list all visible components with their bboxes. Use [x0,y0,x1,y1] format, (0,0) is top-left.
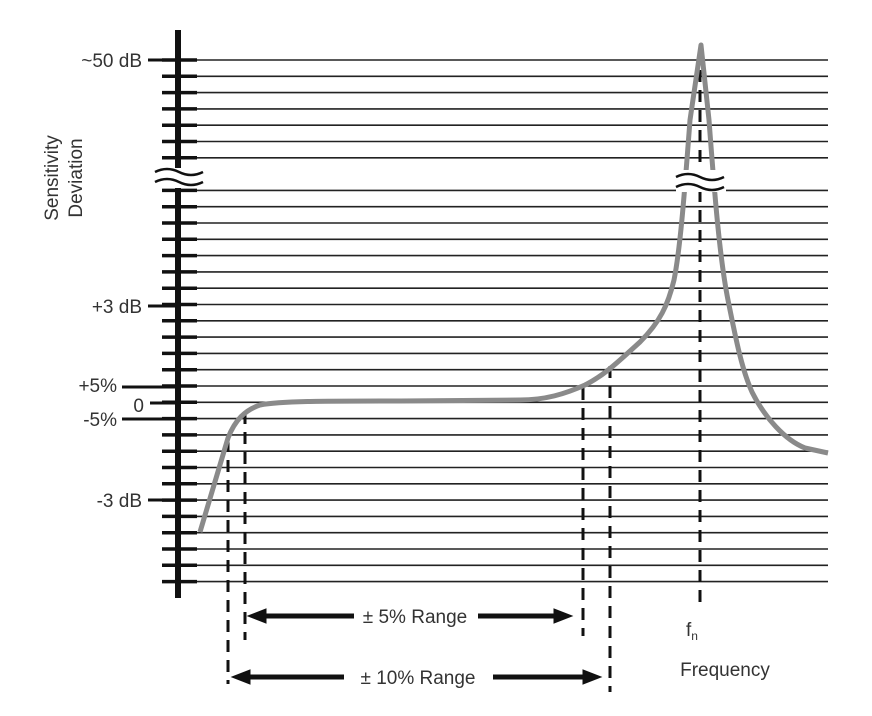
range5-label: ± 5% Range [363,607,467,628]
response-curve [197,42,829,533]
fn-label: fn [686,620,698,643]
label-zero: 0 [133,396,144,417]
svg-text:Sensitivity: Sensitivity [42,135,63,221]
range-markers [226,50,702,692]
curve-break-gap [676,170,726,192]
y-axis-title: Sensitivity Deviation [42,135,87,221]
gridlines [190,59,828,583]
axis-break-icon [154,167,204,187]
x-axis-title: Frequency [680,660,770,681]
label-minus50db: ~50 dB [81,51,142,72]
curve-break-icon [675,172,725,192]
range5-arrow [246,608,574,624]
label-plus5pct: +5% [78,376,117,397]
label-minus5pct: -5% [83,410,117,431]
range10-label: ± 10% Range [360,668,475,689]
label-minus3db: -3 dB [97,491,142,512]
svg-text:Deviation: Deviation [66,138,87,217]
label-plus3db: +3 dB [92,297,142,318]
range10-arrow [230,669,603,685]
